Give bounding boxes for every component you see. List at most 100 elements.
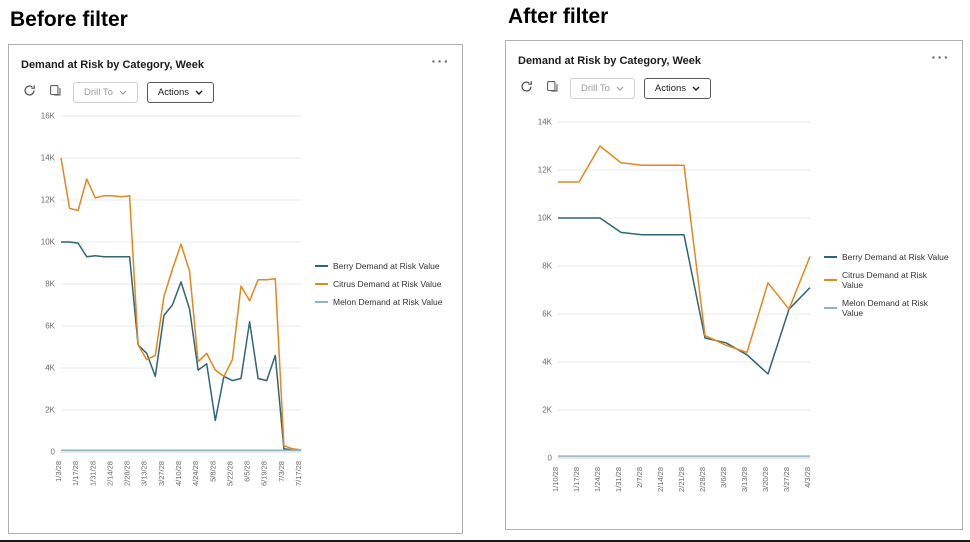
chart-title: Demand at Risk by Category, Week xyxy=(21,59,204,71)
y-tick-label: 8K xyxy=(45,280,55,289)
window-bottom-edge xyxy=(0,540,970,542)
legend-label: Berry Demand at Risk Value xyxy=(333,260,440,271)
chart-legend: Berry Demand at Risk Value Citrus Demand… xyxy=(818,104,950,521)
data-view-button[interactable] xyxy=(544,78,561,98)
x-tick-label: 1/31/28 xyxy=(88,461,97,486)
actions-button[interactable]: Actions xyxy=(146,81,215,103)
legend-label: Melon Demand at Risk Value xyxy=(842,297,928,318)
y-tick-label: 12K xyxy=(41,196,56,205)
legend-label: Melon Demand at Risk Value xyxy=(333,296,443,307)
legend-item-berry[interactable]: Berry Demand at Risk Value xyxy=(315,261,450,271)
chart-area: 0 2K 4K 6K 8K 10K 12K 14K 16K 1/3/28 1/17/28 1/31/2… xyxy=(21,108,450,515)
legend-label: Citrus Demand at Risk Value xyxy=(333,278,442,289)
line-chart-after[interactable]: 0 2K 4K 6K 8K 10K 12K 14K 1/10/28 1/17/28 1/24/28 1… xyxy=(518,104,818,521)
y-tick-label: 6K xyxy=(45,322,55,331)
chart-toolbar: Drill To Actions xyxy=(21,80,450,104)
chart-svg: 0 2K 4K 6K 8K 10K 12K 14K 16K 1/3/28 1/17/28 1/31/2… xyxy=(41,112,303,487)
series-line-citrus[interactable] xyxy=(60,157,302,451)
x-tick-label: 7/17/28 xyxy=(294,461,303,486)
data-view-icon xyxy=(546,80,559,96)
drill-to-label: Drill To xyxy=(84,86,113,98)
chart-toolbar: Drill To Actions xyxy=(518,76,950,100)
refresh-button[interactable] xyxy=(21,82,38,102)
actions-label: Actions xyxy=(654,82,687,94)
y-tick-label: 4K xyxy=(542,358,552,367)
chart-area: 0 2K 4K 6K 8K 10K 12K 14K 1/10/28 1/17/28 1/24/28 1… xyxy=(518,104,950,521)
legend-item-citrus[interactable]: Citrus Demand at Risk Value xyxy=(824,270,950,290)
y-tick-label: 0 xyxy=(51,448,56,457)
y-tick-label: 10K xyxy=(538,214,553,223)
chevron-down-icon xyxy=(195,87,203,98)
ellipsis-icon: ··· xyxy=(431,53,450,69)
y-tick-label: 2K xyxy=(45,406,55,415)
refresh-button[interactable] xyxy=(518,78,535,98)
y-tick-label: 6K xyxy=(542,310,552,319)
x-tick-label: 2/21/28 xyxy=(677,467,686,492)
legend-item-berry[interactable]: Berry Demand at Risk Value xyxy=(824,252,950,262)
drill-to-button[interactable]: Drill To xyxy=(570,77,635,99)
legend-label: Citrus Demand at Risk Value xyxy=(842,269,928,290)
line-chart-before[interactable]: 0 2K 4K 6K 8K 10K 12K 14K 16K 1/3/28 1/17/28 1/31/2… xyxy=(21,108,309,515)
x-tick-label: 5/22/28 xyxy=(225,461,234,486)
x-tick-label: 6/19/28 xyxy=(260,461,269,486)
y-tick-label: 4K xyxy=(45,364,55,373)
chart-svg: 0 2K 4K 6K 8K 10K 12K 14K 1/10/28 1/17/28 1/24/28 1… xyxy=(538,118,812,493)
chevron-down-icon xyxy=(692,83,700,94)
x-tick-label: 1/3/28 xyxy=(54,461,63,482)
x-tick-label: 2/7/28 xyxy=(635,467,644,488)
x-tick-label: 3/27/28 xyxy=(157,461,166,486)
after-chart-panel: Demand at Risk by Category, Week ··· Dri… xyxy=(505,40,963,530)
legend-swatch-berry xyxy=(824,255,837,258)
x-tick-label: 4/24/28 xyxy=(191,461,200,486)
x-tick-label: 3/6/28 xyxy=(719,467,728,488)
y-tick-label: 14K xyxy=(538,118,553,127)
x-tick-label: 3/27/28 xyxy=(782,467,791,492)
y-tick-label: 16K xyxy=(41,112,56,121)
chart-legend: Berry Demand at Risk Value Citrus Demand… xyxy=(309,108,450,515)
legend-item-melon[interactable]: Melon Demand at Risk Value xyxy=(315,297,450,307)
refresh-icon xyxy=(23,84,36,100)
legend-swatch-citrus xyxy=(315,282,328,285)
x-tick-label: 1/24/28 xyxy=(593,467,602,492)
panel-header: Demand at Risk by Category, Week ··· xyxy=(518,49,951,67)
ellipsis-icon: ··· xyxy=(931,49,950,65)
series-line-citrus[interactable] xyxy=(558,145,811,354)
chart-title: Demand at Risk by Category, Week xyxy=(518,55,701,67)
y-tick-label: 14K xyxy=(41,154,56,163)
x-tick-label: 4/3/28 xyxy=(803,467,812,488)
chevron-down-icon xyxy=(616,83,624,94)
panel-header: Demand at Risk by Category, Week ··· xyxy=(21,53,451,71)
more-options-button[interactable]: ··· xyxy=(431,53,451,69)
before-chart-panel: Demand at Risk by Category, Week ··· Dri… xyxy=(8,44,463,534)
before-filter-heading: Before filter xyxy=(10,8,128,31)
data-view-icon xyxy=(49,84,62,100)
x-tick-label: 2/28/28 xyxy=(123,461,132,486)
x-tick-label: 5/8/28 xyxy=(208,461,217,482)
series-line-berry[interactable] xyxy=(558,217,811,375)
drill-to-label: Drill To xyxy=(581,82,610,94)
legend-swatch-melon xyxy=(315,300,328,303)
actions-button[interactable]: Actions xyxy=(643,77,712,99)
x-tick-label: 2/14/28 xyxy=(656,467,665,492)
legend-item-melon[interactable]: Melon Demand at Risk Value xyxy=(824,298,950,318)
data-view-button[interactable] xyxy=(47,82,64,102)
x-tick-label: 1/31/28 xyxy=(614,467,623,492)
x-tick-label: 3/13/28 xyxy=(740,467,749,492)
actions-label: Actions xyxy=(157,86,190,98)
legend-swatch-berry xyxy=(315,264,328,267)
x-tick-label: 2/14/28 xyxy=(105,461,114,486)
legend-swatch-melon xyxy=(824,306,837,309)
x-tick-label: 1/17/28 xyxy=(71,461,80,486)
x-tick-label: 3/13/28 xyxy=(140,461,149,486)
y-tick-label: 0 xyxy=(548,454,553,463)
legend-item-citrus[interactable]: Citrus Demand at Risk Value xyxy=(315,279,450,289)
drill-to-button[interactable]: Drill To xyxy=(73,81,138,103)
y-tick-label: 12K xyxy=(538,166,553,175)
x-tick-label: 6/5/28 xyxy=(243,461,252,482)
more-options-button[interactable]: ··· xyxy=(931,49,951,65)
x-tick-label: 4/10/28 xyxy=(174,461,183,486)
series-line-berry[interactable] xyxy=(61,241,302,452)
refresh-icon xyxy=(520,80,533,96)
x-tick-label: 1/17/28 xyxy=(572,467,581,492)
y-tick-label: 2K xyxy=(542,406,552,415)
